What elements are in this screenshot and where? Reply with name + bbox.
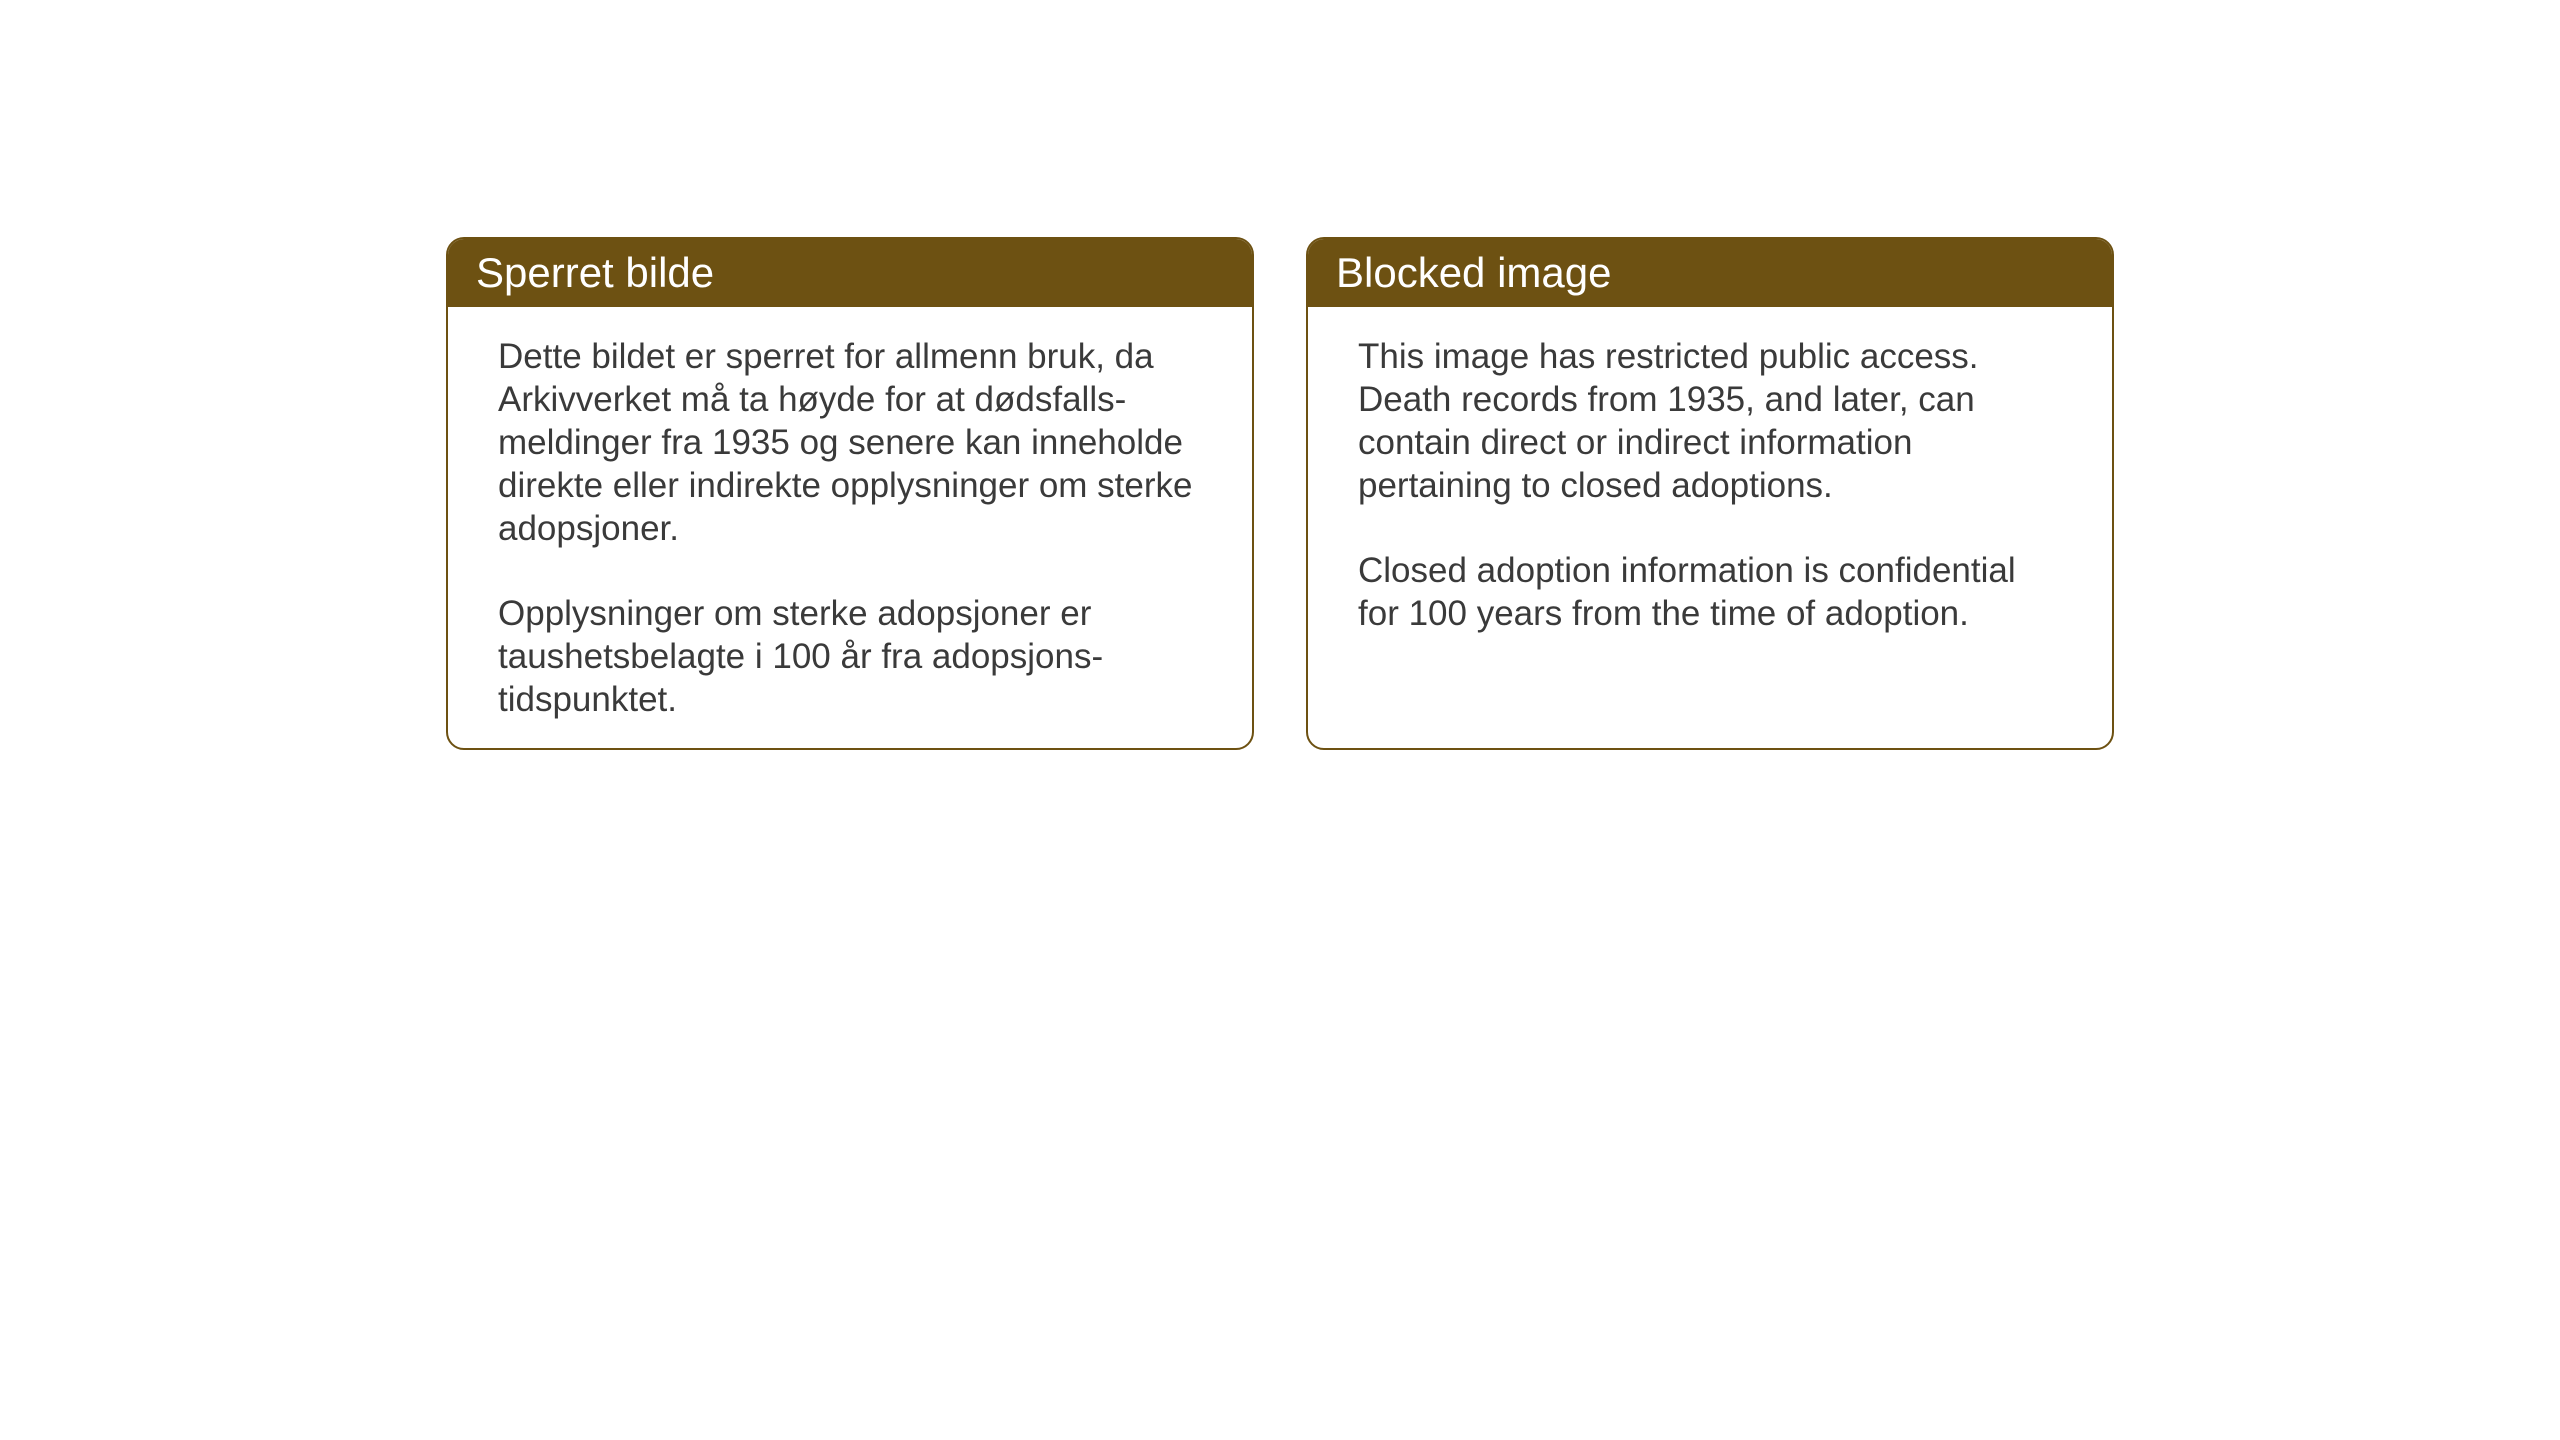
norwegian-notice-card: Sperret bilde Dette bildet er sperret fo… — [446, 237, 1254, 750]
notice-container: Sperret bilde Dette bildet er sperret fo… — [446, 237, 2114, 750]
english-card-title: Blocked image — [1308, 239, 2112, 307]
norwegian-paragraph-1: Dette bildet er sperret for allmenn bruk… — [498, 335, 1202, 550]
english-paragraph-2: Closed adoption information is confident… — [1358, 549, 2062, 635]
english-card-body: This image has restricted public access.… — [1308, 307, 2112, 663]
norwegian-card-title: Sperret bilde — [448, 239, 1252, 307]
norwegian-paragraph-2: Opplysninger om sterke adopsjoner er tau… — [498, 592, 1202, 721]
english-notice-card: Blocked image This image has restricted … — [1306, 237, 2114, 750]
english-paragraph-1: This image has restricted public access.… — [1358, 335, 2062, 507]
norwegian-card-body: Dette bildet er sperret for allmenn bruk… — [448, 307, 1252, 749]
